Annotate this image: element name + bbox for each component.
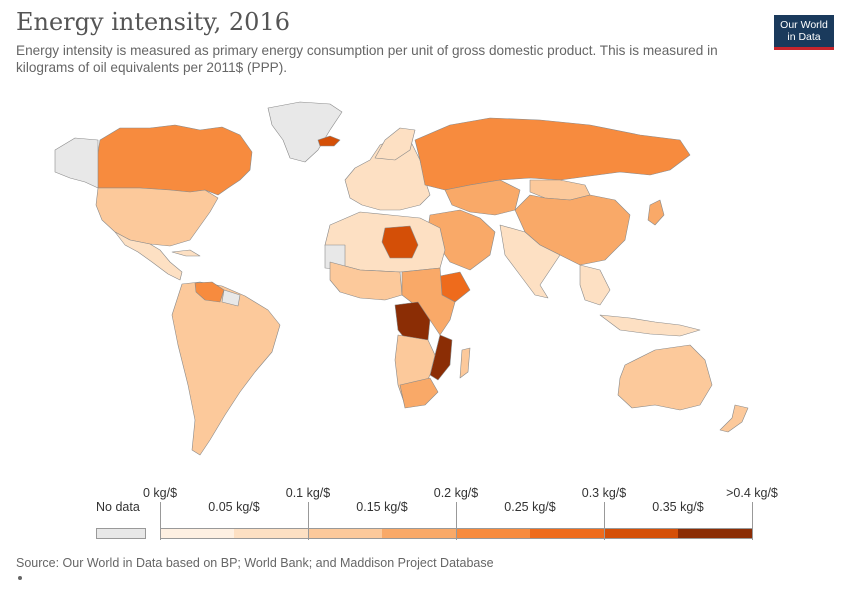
japan [647,199,665,226]
legend-bottom-label: 0.05 kg/$ [208,500,260,514]
canada [95,124,253,196]
usa [95,187,219,247]
iceland [317,135,341,147]
south-africa [399,377,439,409]
legend-tick [604,502,605,540]
legend-bin [530,528,604,539]
madagascar [459,347,471,379]
east-africa [401,267,456,336]
south-america [171,281,281,456]
russia [414,117,691,191]
logo-line-1: Our World [780,19,828,31]
footer-dot [18,576,22,580]
legend-top-label: 0.1 kg/$ [285,486,331,500]
legend-nodata-label: No data [96,500,140,514]
legend-bin [160,528,234,539]
legend-tick [308,502,309,540]
west-africa [329,261,403,301]
owid-logo[interactable]: Our World in Data [774,15,834,50]
libya [381,225,419,259]
chart-subtitle: Energy intensity is measured as primary … [16,43,718,75]
legend-bottom-label: 0.35 kg/$ [652,500,704,514]
legend-bottom-label: 0.25 kg/$ [504,500,556,514]
southeast-asia [579,264,611,306]
world-map[interactable] [0,95,850,470]
scandinavia [374,127,416,161]
india [499,224,561,299]
cuba [171,249,201,257]
legend-bin [234,528,308,539]
legend-bin [604,528,678,539]
legend-tick [456,502,457,540]
greenland [267,101,343,163]
legend-bin [308,528,382,539]
legend-top-label: >0.4 kg/$ [726,486,778,500]
legend-bin [678,528,752,539]
new-zealand [719,404,749,433]
legend-top-label: 0.3 kg/$ [581,486,627,500]
alaska [54,137,99,189]
mexico [114,231,183,281]
color-legend: No data 0 kg/$ 0.1 kg/$ 0.2 kg/$ 0.3 kg/… [0,480,850,550]
chart-title: Energy intensity, 2016 [16,8,290,36]
venezuela [194,281,225,303]
source-note: Source: Our World in Data based on BP; W… [16,556,494,570]
legend-nodata-swatch [96,528,146,539]
legend-bottom-label: 0.15 kg/$ [356,500,408,514]
legend-tick [752,502,753,540]
logo-line-2: in Data [787,31,821,43]
guyana [221,289,241,307]
indonesia [599,314,701,337]
legend-top-label: 0 kg/$ [142,486,178,500]
legend-bin [382,528,456,539]
legend-bin [456,528,530,539]
australia [617,344,713,411]
legend-tick [160,502,161,540]
legend-top-label: 0.2 kg/$ [433,486,479,500]
